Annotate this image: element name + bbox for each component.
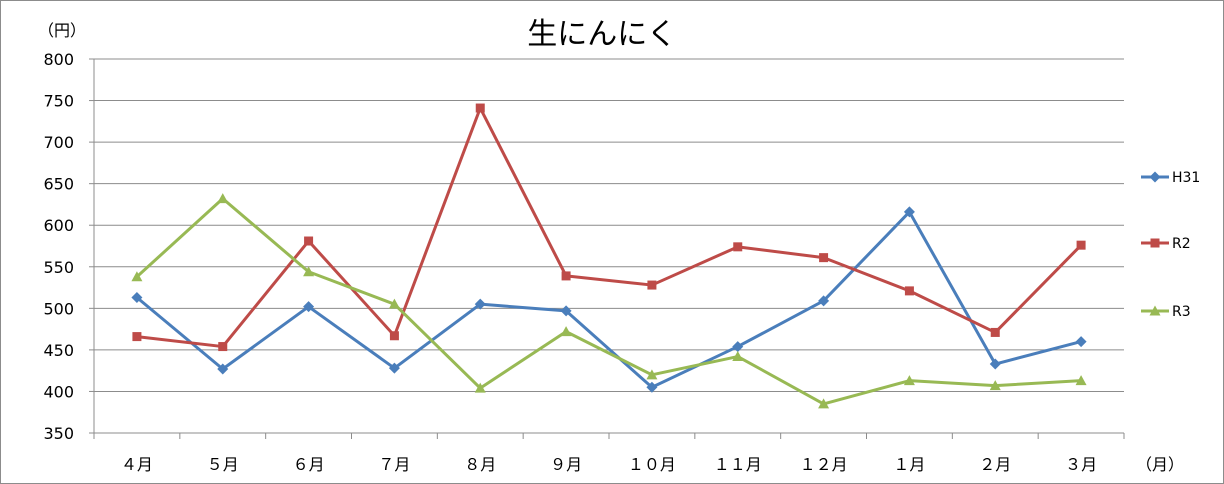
data-point-r2-0 (132, 332, 142, 342)
y-tick-label-350: 350 (43, 424, 74, 443)
data-point-r2-11 (1076, 240, 1086, 250)
y-tick-label-550: 550 (43, 258, 74, 277)
data-point-h31-5 (560, 305, 572, 317)
x-tick-label-9: １月 (893, 455, 925, 474)
y-tick-label-700: 700 (43, 133, 74, 152)
legend-marker-h31 (1149, 171, 1161, 183)
data-point-r3-4 (474, 382, 486, 393)
x-tick-label-10: ２月 (979, 455, 1011, 474)
x-tick-label-8: １２月 (800, 455, 848, 474)
data-point-r3-0 (131, 271, 143, 282)
x-tick-label-6: １０月 (628, 455, 676, 474)
legend: H31 R2 R3 (1141, 170, 1200, 320)
chart-title: 生にんにく (527, 17, 676, 52)
data-point-r2-3 (389, 331, 399, 341)
legend-label-h31: H31 (1172, 170, 1200, 186)
data-point-r3-3 (388, 298, 400, 309)
data-point-h31-8 (818, 295, 830, 307)
data-point-r2-8 (819, 253, 829, 263)
data-point-r3-7 (732, 351, 744, 362)
legend-marker-r3 (1149, 305, 1161, 316)
series-line-r3 (135, 197, 1082, 406)
x-tick-label-11: ３月 (1065, 455, 1097, 474)
legend-label-r2: R2 (1172, 236, 1191, 252)
data-point-r2-10 (990, 327, 1000, 337)
axes (89, 58, 1125, 439)
y-tick-label-500: 500 (43, 299, 74, 318)
data-point-h31-11 (1075, 336, 1087, 348)
data-point-r2-4 (475, 103, 485, 113)
data-point-r3-1 (217, 193, 229, 204)
data-point-r2-5 (561, 271, 571, 281)
data-point-h31-1 (217, 363, 229, 375)
x-tick-label-3: ７月 (378, 455, 410, 474)
data-point-h31-4 (474, 298, 486, 310)
data-point-r2-1 (218, 342, 228, 352)
y-tick-label-800: 800 (43, 50, 74, 69)
data-point-r2-2 (304, 236, 314, 246)
data-point-h31-3 (388, 362, 400, 374)
y-tick-label-450: 450 (43, 341, 74, 360)
legend-marker-r2 (1150, 238, 1160, 248)
y-tick-labels: 350 400 450 500 550 600 650 700 750 800 (43, 50, 74, 443)
data-point-r3-11 (1075, 375, 1087, 386)
y-tick-label-600: 600 (43, 216, 74, 235)
data-point-r3-6 (646, 369, 658, 380)
x-axis-unit-label: （月） (1136, 455, 1184, 474)
data-point-h31-9 (903, 206, 915, 218)
x-tick-labels: ４月 ５月 ６月 ７月 ８月 ９月 １０月 １１月 １２月 １月 ２月 ３月 (121, 455, 1097, 474)
data-point-r2-7 (733, 242, 743, 252)
x-tick-label-7: １１月 (714, 455, 762, 474)
x-tick-label-1: ５月 (207, 455, 239, 474)
series-line-r2 (136, 106, 1083, 349)
x-tick-label-4: ８月 (464, 455, 496, 474)
x-tick-label-2: ６月 (293, 455, 325, 474)
data-point-h31-6 (646, 381, 658, 393)
data-point-h31-7 (732, 341, 744, 353)
legend-label-r3: R3 (1172, 304, 1191, 320)
y-tick-label-750: 750 (43, 92, 74, 111)
series-group (131, 103, 1087, 409)
y-tick-label-650: 650 (43, 175, 74, 194)
x-tick-label-5: ９月 (550, 455, 582, 474)
data-point-r3-9 (903, 375, 915, 386)
data-point-r3-10 (989, 380, 1001, 391)
grid-lines (94, 58, 1124, 392)
data-point-h31-0 (131, 292, 143, 304)
data-point-h31-10 (989, 358, 1001, 370)
data-point-r2-9 (904, 286, 914, 296)
y-axis-unit-label: （円） (38, 21, 86, 40)
data-point-r3-2 (303, 266, 315, 277)
series-line-h31 (135, 210, 1082, 389)
data-point-h31-2 (303, 301, 315, 313)
data-point-r3-8 (818, 398, 830, 409)
data-point-r2-6 (647, 280, 657, 290)
data-point-r3-5 (560, 326, 572, 337)
y-tick-label-400: 400 (43, 382, 74, 401)
x-tick-label-0: ４月 (121, 455, 153, 474)
